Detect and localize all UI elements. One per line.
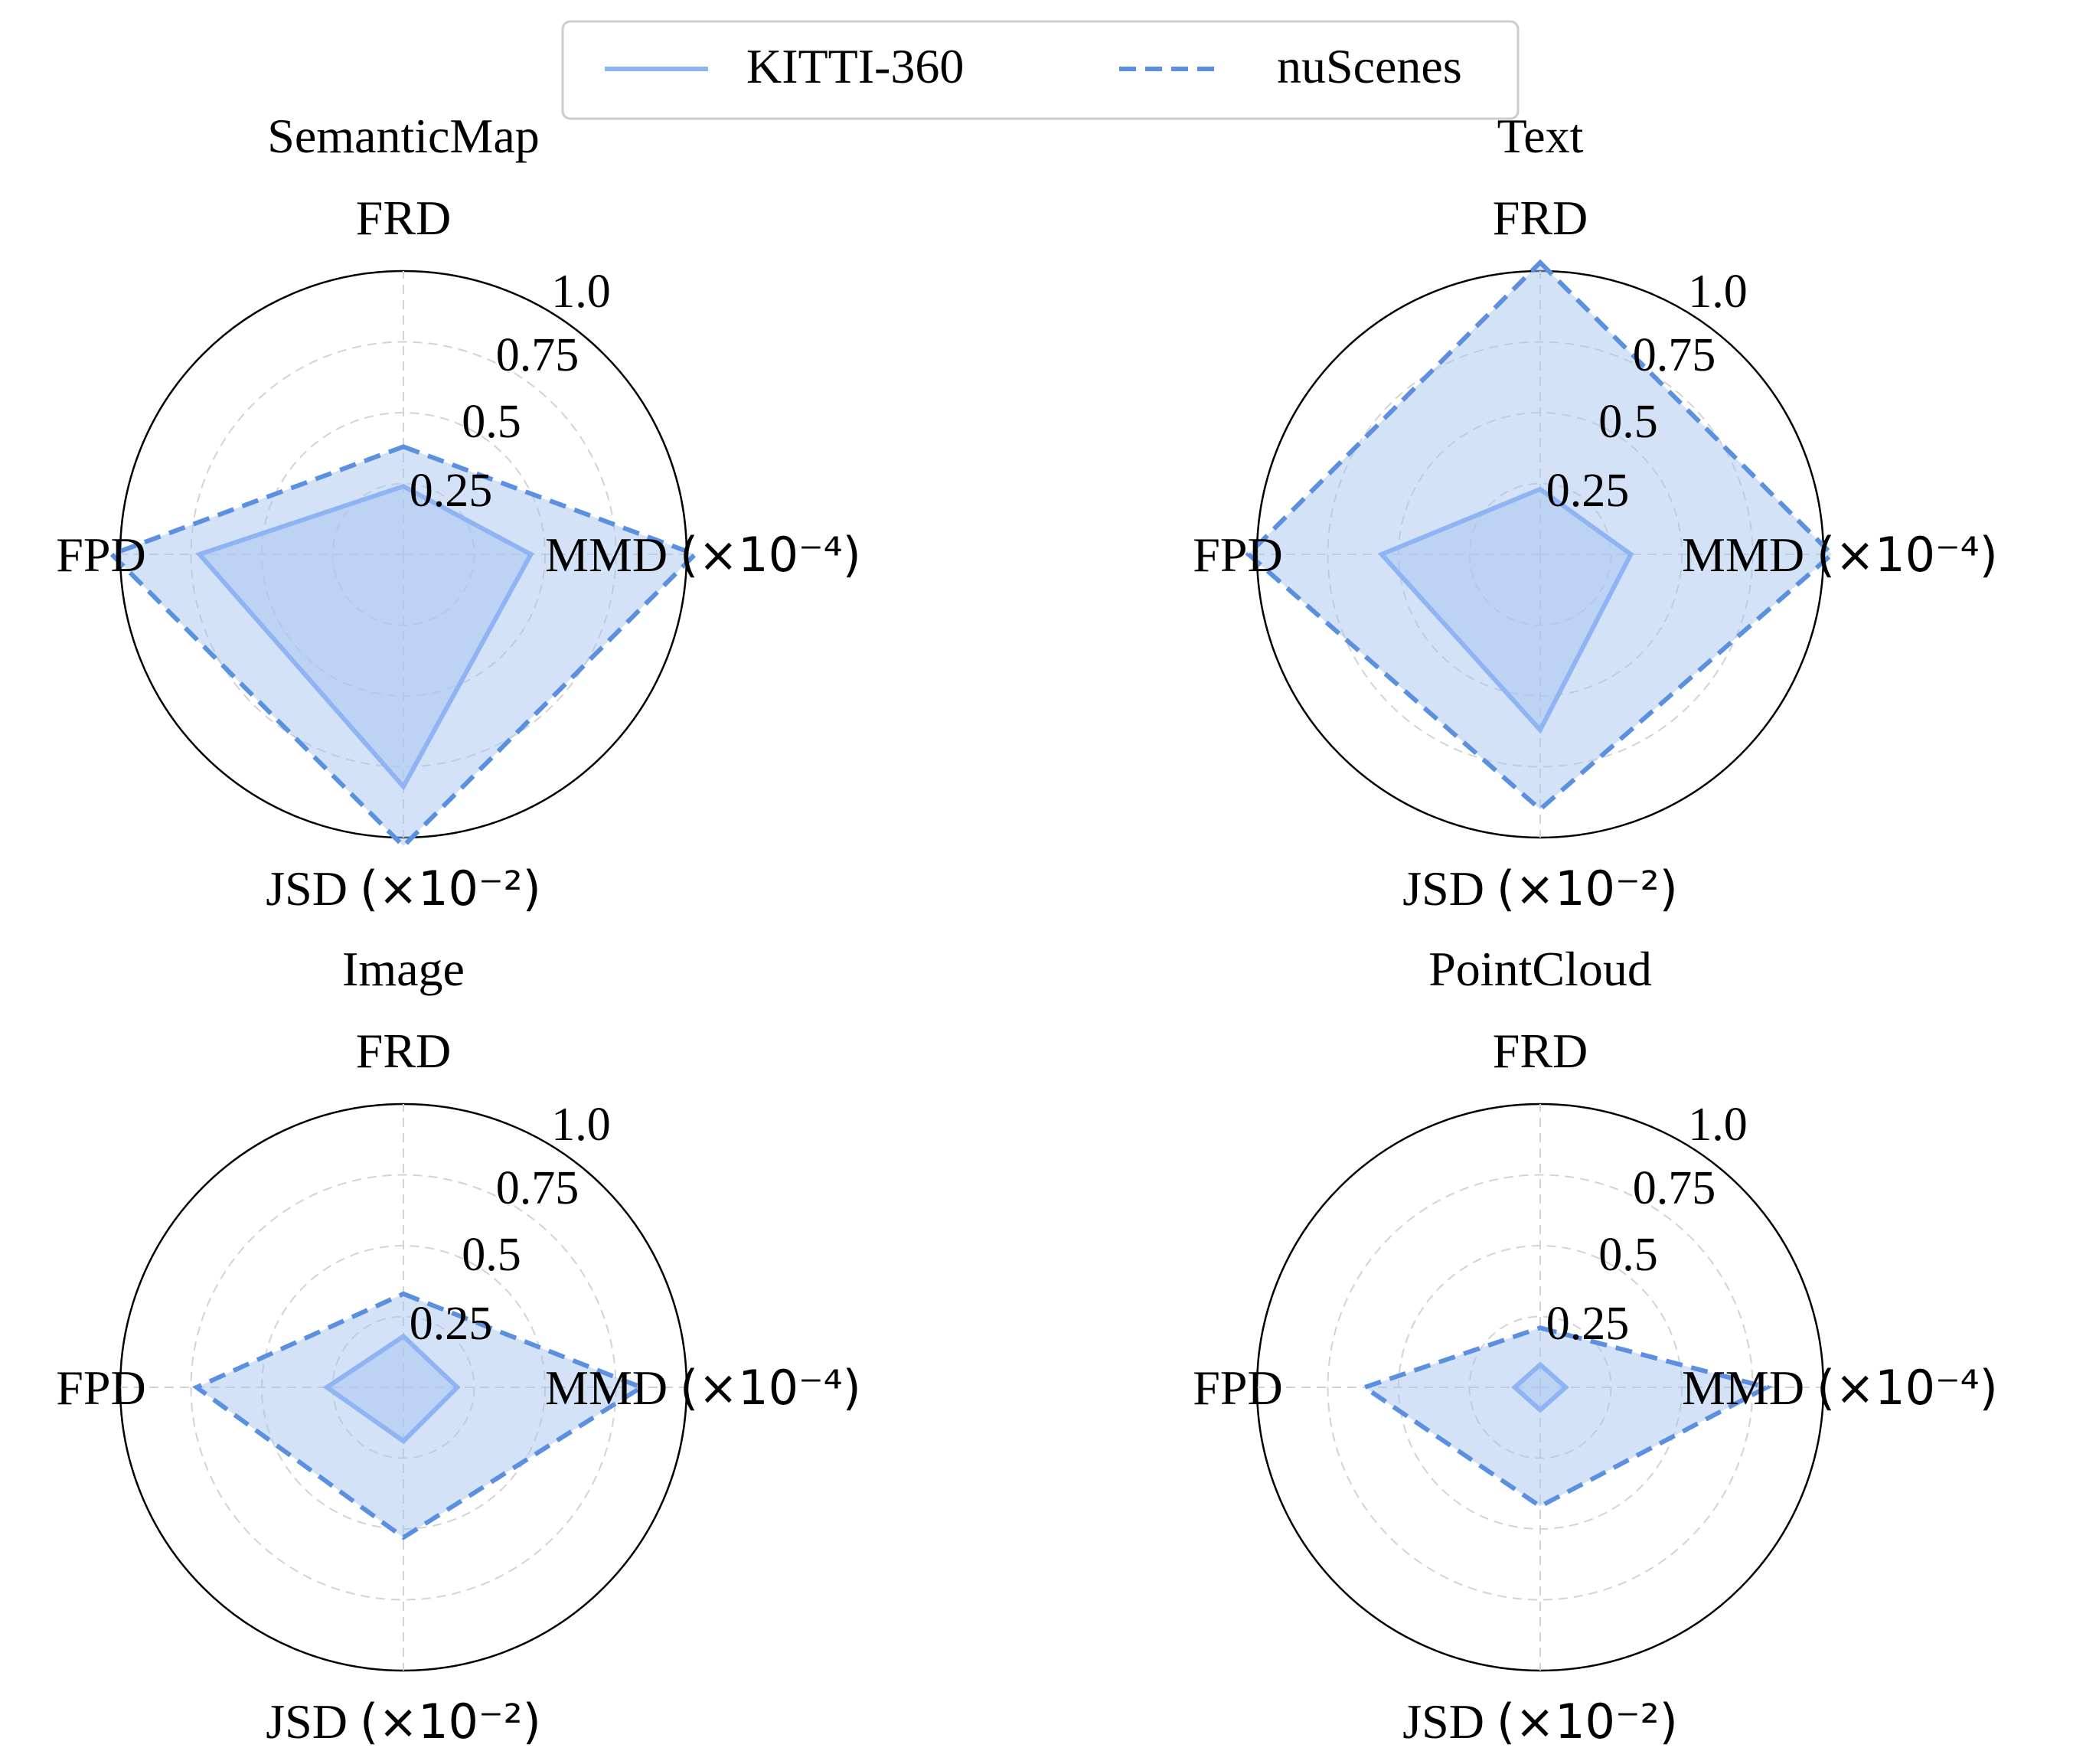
axis-label-jsd: JSD (×10⁻²) bbox=[266, 1694, 541, 1749]
tick-label: 0.5 bbox=[462, 396, 521, 448]
axis-label-fpd: FPD bbox=[1193, 1361, 1282, 1415]
tick-label: 0.75 bbox=[496, 1162, 579, 1214]
axis-label-mmd: MMD (×10⁻⁴) bbox=[1682, 1360, 1998, 1416]
legend-kitti-label: KITTI-360 bbox=[746, 39, 964, 93]
series-fill-kitti-360 bbox=[327, 1336, 458, 1442]
axis-label-fpd: FPD bbox=[1193, 528, 1282, 582]
tick-label: 0.75 bbox=[1633, 329, 1716, 381]
series-line-nuscenes bbox=[191, 1291, 647, 1540]
axis-label-mmd: MMD (×10⁻⁴) bbox=[545, 1360, 861, 1416]
tick-label: 0.75 bbox=[1633, 1162, 1716, 1214]
series-line-kitti-360 bbox=[195, 483, 534, 791]
panel-title: PointCloud bbox=[1428, 942, 1652, 996]
axis-label-jsd: JSD (×10⁻²) bbox=[1402, 1694, 1678, 1749]
axis-label-frd: FRD bbox=[1493, 1024, 1588, 1078]
tick-label: 1.0 bbox=[551, 1099, 611, 1151]
radar-panel-text: Text 0.25 0.5 0.75 1.0 FRD MMD (×10⁻⁴) JSD (×10… bbox=[1193, 109, 1998, 916]
tick-label: 0.25 bbox=[1546, 1298, 1630, 1350]
tick-label: 0.25 bbox=[1546, 465, 1630, 517]
axis-label-mmd: MMD (×10⁻⁴) bbox=[545, 527, 861, 583]
legend-frame bbox=[561, 20, 1520, 120]
series-fill-kitti-360 bbox=[199, 486, 531, 787]
axis-label-fpd: FPD bbox=[56, 528, 145, 582]
axis-label-fpd: FPD bbox=[56, 1361, 145, 1415]
series-line-nuscenes bbox=[1245, 259, 1836, 812]
legend-nuscenes-label: nuScenes bbox=[1277, 39, 1462, 93]
tick-label: 1.0 bbox=[551, 266, 611, 318]
panel-title: SemanticMap bbox=[267, 109, 539, 163]
radar-panel-semanticmap: SemanticMap 0.25 0.5 0.75 1.0 FRD MMD (×10⁻⁴) J… bbox=[56, 109, 861, 916]
tick-label: 0.25 bbox=[410, 465, 493, 517]
tick-label: 0.5 bbox=[462, 1229, 521, 1281]
axis-label-frd: FRD bbox=[356, 1024, 452, 1078]
tick-label: 1.0 bbox=[1688, 1099, 1748, 1151]
tick-label: 0.75 bbox=[496, 329, 579, 381]
panel-title: Image bbox=[342, 942, 465, 996]
series-fill-kitti-360 bbox=[1381, 488, 1631, 730]
series-line-kitti-360 bbox=[1511, 1361, 1569, 1413]
radar-panel-pointcloud: PointCloud 0.25 0.5 0.75 1.0 FRD MMD (×10⁻⁴) JS… bbox=[1193, 942, 1998, 1749]
tick-label: 0.5 bbox=[1598, 396, 1658, 448]
series-line-kitti-360 bbox=[1377, 486, 1634, 734]
tick-label: 0.5 bbox=[1598, 1229, 1658, 1281]
legend: KITTI-360 nuScenes bbox=[561, 20, 1520, 120]
series-fill-kitti-360 bbox=[1514, 1364, 1566, 1410]
series-line-kitti-360 bbox=[322, 1333, 461, 1445]
panel-title: Text bbox=[1497, 109, 1584, 163]
series-fill-nuscenes bbox=[1364, 1328, 1767, 1507]
axis-label-mmd: MMD (×10⁻⁴) bbox=[1682, 527, 1998, 583]
axis-label-frd: FRD bbox=[1493, 191, 1588, 245]
series-line-nuscenes bbox=[1359, 1325, 1774, 1509]
radar-panel-image: Image 0.25 0.5 0.75 1.0 FRD MMD (×10⁻⁴) JSD (×1… bbox=[56, 942, 861, 1749]
series-line-nuscenes bbox=[107, 444, 700, 850]
axis-label-frd: FRD bbox=[356, 191, 452, 245]
tick-label: 1.0 bbox=[1688, 266, 1748, 318]
axis-label-jsd: JSD (×10⁻²) bbox=[1402, 861, 1678, 916]
tick-label: 0.25 bbox=[410, 1298, 493, 1350]
axis-label-jsd: JSD (×10⁻²) bbox=[266, 861, 541, 916]
